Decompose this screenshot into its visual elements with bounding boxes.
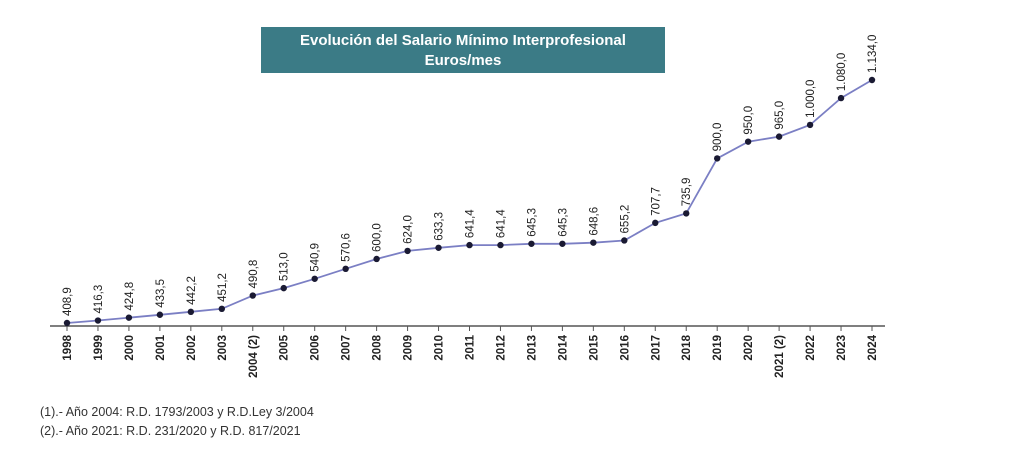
x-tick-label: 1998 (62, 334, 74, 360)
x-tick-label: 2005 (279, 334, 291, 360)
data-label: 408,9 (62, 287, 74, 316)
data-point (466, 241, 473, 249)
x-tick-label: 2016 (619, 335, 631, 361)
data-point (806, 121, 814, 129)
data-label: 735,9 (681, 178, 693, 207)
data-label: 416,3 (93, 285, 105, 314)
data-point (373, 255, 380, 263)
data-label: 600,0 (372, 223, 384, 252)
data-point (249, 292, 256, 299)
x-tick-label: 2011 (465, 334, 477, 360)
x-tick-label: 2002 (186, 335, 198, 361)
data-label: 707,7 (650, 187, 662, 216)
data-label: 633,3 (434, 212, 446, 241)
data-label: 655,2 (619, 205, 631, 234)
data-label: 645,3 (557, 208, 569, 237)
x-tick-label: 2006 (310, 335, 322, 361)
x-tick-label: 2017 (650, 335, 662, 361)
data-point (683, 210, 690, 217)
data-label: 1.134,0 (867, 35, 879, 73)
x-tick-label: 2007 (341, 335, 353, 361)
data-point (775, 133, 783, 140)
data-point (404, 247, 411, 255)
x-tick-label: 2020 (743, 335, 755, 361)
data-point (528, 240, 535, 247)
data-label: 648,6 (588, 207, 600, 236)
data-labels: 408,9 416,3 424,8 433,5 442,2 451,2 490,8 513,0… (62, 35, 879, 316)
data-point (652, 219, 659, 227)
data-label: 442,2 (186, 276, 198, 305)
data-point (621, 237, 628, 244)
data-label: 540,9 (310, 243, 322, 272)
data-label: 965,0 (774, 101, 786, 130)
data-point (218, 305, 226, 313)
x-tick-labels: 1998 1999 2000 2001 2002 2003 2004 (2) 2005 2006… (62, 334, 879, 377)
data-label: 1.000,0 (805, 80, 817, 118)
x-tick-label: 2024 (867, 334, 879, 360)
data-point (497, 241, 504, 249)
data-point (187, 308, 195, 316)
footnote-2: (2).- Año 2021: R.D. 231/2020 y R.D. 817… (40, 424, 301, 438)
chart-title-box: Evolución del Salario Mínimo Interprofes… (261, 27, 665, 73)
data-label: 900,0 (712, 123, 724, 152)
x-tick-label: 2022 (805, 335, 817, 361)
data-point (156, 311, 164, 318)
data-label: 490,8 (248, 260, 260, 289)
data-label: 513,0 (279, 252, 291, 281)
data-point (125, 314, 133, 321)
x-tick-label: 2008 (372, 334, 384, 360)
data-point (713, 155, 721, 162)
data-label: 424,8 (124, 282, 136, 311)
x-tick-label: 2013 (526, 335, 538, 361)
x-tick-label: 2014 (557, 334, 569, 360)
x-tick-label: 2000 (124, 335, 136, 361)
x-tick-label: 2003 (217, 335, 229, 361)
data-label: 641,4 (495, 209, 507, 238)
x-tick-label: 2019 (712, 335, 724, 361)
x-tick-label: 2015 (588, 334, 600, 360)
data-label: 645,3 (526, 208, 538, 237)
x-tick-label: 2009 (403, 335, 415, 361)
x-tick-label: 2004 (2) (248, 335, 260, 378)
data-point (342, 265, 349, 273)
data-point (868, 76, 876, 84)
data-point (744, 138, 752, 145)
data-point (280, 284, 287, 292)
data-point (63, 319, 71, 327)
footnote-1: (1).- Año 2004: R.D. 1793/2003 y R.D.Ley… (40, 405, 314, 419)
chart-subtitle: Euros/mes (424, 52, 502, 69)
x-axis-ticks (66, 326, 873, 331)
data-point (590, 239, 597, 246)
data-label: 433,5 (155, 279, 167, 308)
x-tick-label: 2021 (2) (774, 335, 786, 378)
x-tick-label: 2023 (836, 335, 848, 361)
data-label: 451,2 (217, 273, 229, 302)
data-label: 950,0 (743, 106, 755, 135)
data-label: 641,4 (465, 209, 477, 238)
data-label: 1.080,0 (836, 53, 848, 91)
x-tick-label: 2012 (495, 335, 507, 361)
data-point (837, 94, 845, 102)
data-label: 624,0 (403, 215, 415, 244)
data-point (559, 240, 566, 247)
series-points (63, 76, 876, 327)
data-label: 570,6 (341, 233, 353, 262)
x-tick-label: 2010 (434, 335, 446, 361)
data-point (435, 244, 442, 251)
data-point (311, 275, 318, 282)
x-tick-label: 2018 (681, 334, 693, 360)
x-tick-label: 1999 (93, 335, 105, 361)
x-tick-label: 2001 (155, 334, 167, 360)
footnotes: (1).- Año 2004: R.D. 1793/2003 y R.D.Ley… (40, 403, 314, 441)
chart-title: Evolución del Salario Mínimo Interprofes… (300, 32, 626, 49)
data-point (94, 317, 102, 324)
